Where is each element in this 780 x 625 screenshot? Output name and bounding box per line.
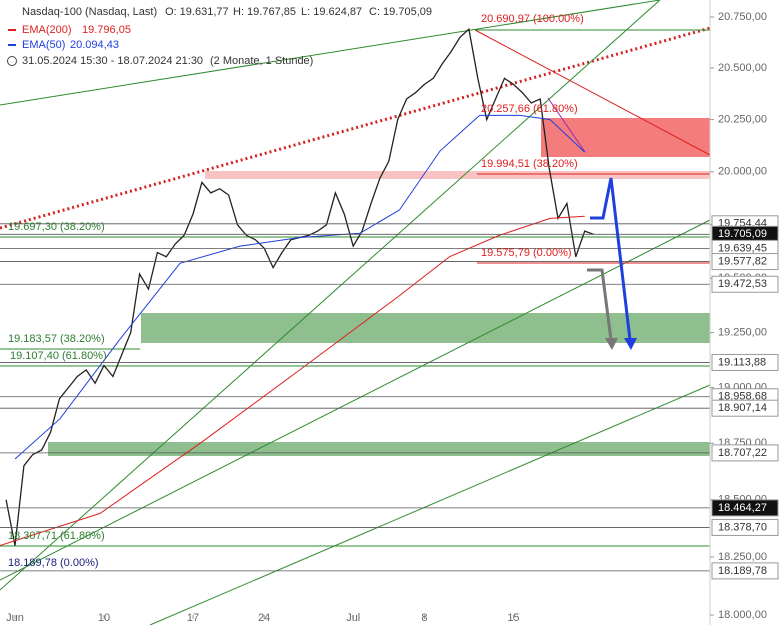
legend-low: L: 19.624,87	[301, 6, 362, 18]
fib-label: 19.183,57 (38.20%)	[8, 333, 105, 345]
price-tag-label: 18.707,22	[718, 447, 767, 459]
price-tag-label: 18.907,14	[718, 402, 767, 414]
fib-label: 18.189,78 (0.00%)	[8, 557, 99, 569]
price-tag	[711, 253, 779, 271]
fib-label: 19.107,40 (61.80%)	[10, 350, 107, 362]
trend-line	[0, 0, 661, 106]
price-tag	[711, 518, 779, 536]
y-tick-label: 19.250,00	[718, 327, 767, 339]
trend-line	[149, 384, 711, 625]
price-tag-label: 19.113,88	[718, 356, 766, 368]
price-tag-label: 19.639,45	[718, 242, 767, 254]
legend: Nasdaq-100 (Nasdaq, Last) O: 19.631,77 H…	[7, 6, 432, 67]
x-tick-label: Jul	[346, 612, 360, 624]
fib-label: 20.690,97 (100.00%)	[481, 13, 584, 25]
x-tick-label: Jun	[6, 612, 24, 624]
legend-close: C: 19.705,09	[369, 6, 432, 18]
trend-line	[0, 219, 711, 581]
legend-instrument: Nasdaq-100 (Nasdaq, Last)	[22, 6, 157, 18]
legend-period: 31.05.2024 15:30 - 18.07.2024 21:30	[22, 55, 203, 67]
arrows	[587, 177, 637, 350]
price-tag-label: 19.577,82	[718, 255, 767, 267]
trend-line	[474, 29, 711, 156]
fib-label: 18.307,71 (61.80%)	[8, 530, 105, 542]
price-tag-label: 18.378,70	[718, 521, 767, 533]
legend-open: O: 19.631,77	[165, 6, 229, 18]
price-tag-label: 18.464,27	[718, 502, 767, 514]
x-tick-label: 8	[421, 612, 427, 624]
price-tag	[711, 275, 779, 293]
forecast-arrow	[590, 177, 632, 341]
y-tick-label: 20.750,00	[718, 11, 767, 23]
resistance-zone	[541, 118, 710, 157]
price-tag-label: 19.472,53	[718, 278, 767, 290]
legend-range: (2 Monate, 1 Stunde)	[210, 55, 313, 67]
legend-ema50-value: 20.094,43	[70, 39, 119, 51]
trend-line	[0, 0, 661, 591]
legend-ema50: EMA(50)	[22, 39, 65, 51]
price-tag	[711, 353, 779, 371]
price-tag	[711, 444, 779, 462]
plot	[0, 27, 710, 572]
y-tick-label: 20.000,00	[718, 166, 767, 178]
price-line	[0, 215, 585, 546]
legend-high: H: 19.767,85	[233, 6, 296, 18]
legend-ema200: EMA(200)	[22, 24, 72, 36]
price-tag	[711, 399, 779, 417]
trend-line	[547, 97, 586, 153]
arrow-head	[624, 338, 637, 350]
price-tag	[711, 562, 779, 580]
x-tick-label: 10	[98, 612, 110, 624]
legend-ema200-value: 19.796,05	[82, 24, 131, 36]
x-tick-label: 15	[507, 612, 519, 624]
y-tick-label: 20.250,00	[718, 113, 767, 125]
price-tag-label: 18.958,68	[718, 391, 767, 403]
y-tick-label: 18.000,00	[718, 609, 767, 621]
y-tick-label: 18.250,00	[718, 551, 767, 563]
forecast-arrow	[587, 268, 613, 341]
price-tag-label: 18.189,78	[718, 565, 767, 577]
trend-lines	[0, 0, 711, 625]
resistance-zone	[205, 171, 710, 179]
clock-icon	[7, 56, 17, 66]
y-tick-label: 20.500,00	[718, 62, 767, 74]
fib-label: 20.257,66 (61.80%)	[481, 103, 578, 115]
x-tick-label: 17	[187, 612, 199, 624]
price-tag-label: 19.705,09	[718, 228, 767, 240]
price-line	[14, 114, 586, 460]
arrow-head	[605, 338, 618, 350]
support-zone	[48, 442, 710, 456]
fib-label: 19.994,51 (38.20%)	[481, 158, 578, 170]
fib-label: 19.697,30 (38.20%)	[8, 221, 105, 233]
fib-label: 19.575,79 (0.00%)	[481, 247, 572, 259]
x-tick-label: 24	[258, 612, 270, 624]
price-tag	[711, 499, 779, 517]
